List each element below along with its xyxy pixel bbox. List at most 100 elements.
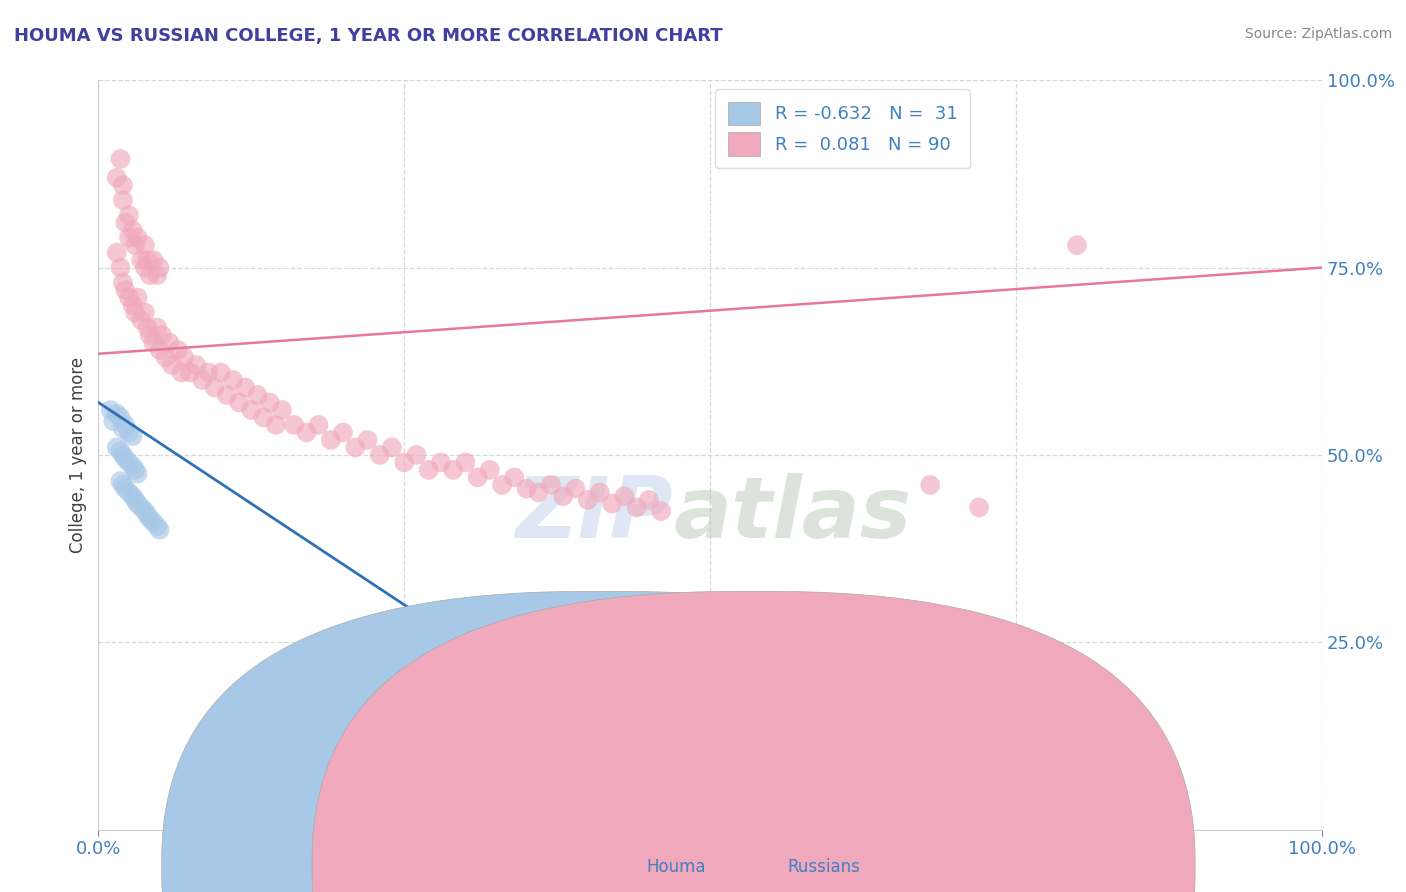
Point xyxy=(332,425,354,440)
Point xyxy=(149,260,172,275)
Point xyxy=(381,441,404,455)
Point xyxy=(270,403,294,417)
Point xyxy=(105,170,128,185)
Point xyxy=(228,395,250,409)
Point xyxy=(142,335,165,350)
Point xyxy=(118,208,141,222)
Point xyxy=(121,429,143,443)
Point xyxy=(540,478,562,492)
Point xyxy=(553,489,575,503)
Point xyxy=(146,268,169,282)
Point xyxy=(637,492,661,507)
Point xyxy=(101,414,124,428)
Point xyxy=(160,358,183,372)
Point xyxy=(515,482,537,496)
Point xyxy=(430,455,453,469)
Point xyxy=(142,516,165,530)
Text: Source: ZipAtlas.com: Source: ZipAtlas.com xyxy=(1244,27,1392,41)
Point xyxy=(110,152,132,166)
Text: HOUMA VS RUSSIAN COLLEGE, 1 YEAR OR MORE CORRELATION CHART: HOUMA VS RUSSIAN COLLEGE, 1 YEAR OR MORE… xyxy=(14,27,723,45)
Point xyxy=(418,463,440,477)
Point xyxy=(118,425,141,440)
Point xyxy=(441,463,464,477)
Point xyxy=(233,380,256,394)
Point xyxy=(155,351,177,365)
Point xyxy=(134,504,156,518)
Point xyxy=(179,366,201,380)
Point xyxy=(467,470,489,484)
Point xyxy=(344,441,367,455)
Legend: R = -0.632   N =  31, R =  0.081   N = 90: R = -0.632 N = 31, R = 0.081 N = 90 xyxy=(716,89,970,169)
Point xyxy=(1066,238,1088,252)
Point xyxy=(252,410,274,425)
Point xyxy=(139,268,162,282)
Point xyxy=(110,410,132,425)
Point xyxy=(105,245,128,260)
Point xyxy=(121,459,143,474)
Point xyxy=(308,417,330,432)
Point xyxy=(124,305,146,319)
Point xyxy=(478,463,501,477)
Point xyxy=(259,395,281,409)
Point xyxy=(110,260,132,275)
Point xyxy=(149,343,172,357)
Point xyxy=(139,511,162,525)
Text: Russians: Russians xyxy=(787,858,860,876)
Point xyxy=(105,407,128,421)
Point xyxy=(134,238,156,252)
Point xyxy=(157,335,180,350)
Point xyxy=(127,230,149,244)
Point xyxy=(100,403,122,417)
Point xyxy=(105,441,128,455)
Point xyxy=(246,388,269,402)
Point xyxy=(626,500,648,515)
Point xyxy=(136,253,159,268)
Point xyxy=(121,489,143,503)
Point xyxy=(127,467,149,481)
Point xyxy=(295,425,318,440)
Point xyxy=(114,482,136,496)
Text: atlas: atlas xyxy=(673,474,911,557)
Point xyxy=(111,178,134,193)
Point xyxy=(134,305,156,319)
Point xyxy=(209,366,232,380)
Point xyxy=(110,444,132,458)
Point xyxy=(118,291,141,305)
Point xyxy=(114,283,136,297)
Point xyxy=(124,238,146,252)
Point xyxy=(920,478,942,492)
Text: Houma: Houma xyxy=(647,858,706,876)
Point xyxy=(111,276,134,290)
Point xyxy=(129,253,152,268)
Point xyxy=(589,485,612,500)
Point xyxy=(576,492,599,507)
Point xyxy=(170,366,193,380)
Point xyxy=(527,485,550,500)
Point xyxy=(114,417,136,432)
Point xyxy=(127,291,149,305)
Point xyxy=(142,253,165,268)
Point xyxy=(136,320,159,334)
Point xyxy=(110,474,132,488)
Point xyxy=(368,448,391,462)
Point xyxy=(600,673,623,687)
Point xyxy=(356,433,378,447)
Point xyxy=(118,485,141,500)
Point xyxy=(191,373,214,387)
Point xyxy=(129,500,152,515)
Point xyxy=(405,448,427,462)
Point xyxy=(114,451,136,466)
Point xyxy=(626,665,648,680)
Point xyxy=(118,455,141,469)
Point xyxy=(186,358,208,372)
Point xyxy=(111,448,134,462)
Point xyxy=(204,380,226,394)
Point xyxy=(197,366,219,380)
Point xyxy=(264,417,287,432)
Point xyxy=(111,193,134,207)
Point xyxy=(149,523,172,537)
Point xyxy=(121,298,143,312)
Point xyxy=(124,492,146,507)
Point xyxy=(121,223,143,237)
Point xyxy=(240,403,263,417)
